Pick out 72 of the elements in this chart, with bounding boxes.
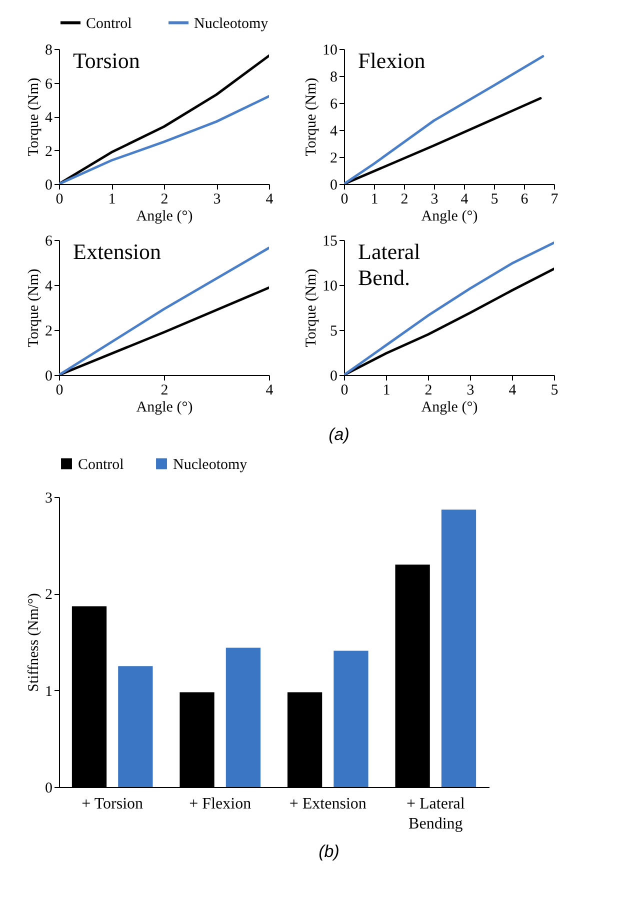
x-tick-label: 1: [382, 382, 390, 398]
x-tick-label: 4: [266, 382, 274, 398]
y-axis-title: Torque (Nm): [304, 78, 320, 156]
y-tick-label: 6: [45, 76, 53, 92]
y-tick-label: 4: [45, 278, 53, 294]
y-tick-label: 8: [45, 42, 52, 58]
x-tick-label: 5: [550, 382, 558, 398]
x-tick-label: 5: [490, 192, 498, 208]
y-tick-label: 5: [330, 324, 338, 340]
y-tick-label: 3: [45, 490, 52, 506]
x-tick-label: 3: [213, 192, 221, 208]
y-tick-label: 15: [322, 234, 338, 250]
x-tick-label: 7: [550, 192, 559, 208]
y-tick-label: 0: [330, 368, 338, 384]
x-tick-label: 3: [430, 192, 438, 208]
y-tick-label: 6: [45, 234, 53, 250]
y-tick-label: 2: [45, 324, 52, 340]
x-tick-label: 0: [340, 192, 348, 208]
text: (b): [318, 842, 340, 861]
chart-title: Extension: [73, 239, 161, 264]
y-tick-label: 0: [330, 178, 338, 194]
x-tick-label: 0: [56, 192, 64, 208]
x-tick-label: 1: [370, 192, 378, 208]
x-tick-label: + Extension: [289, 796, 366, 812]
y-axis-title: Stiffness (Nm/°): [26, 593, 42, 692]
x-tick-label: 4: [508, 382, 517, 398]
y-tick-label: 2: [45, 587, 52, 604]
y-tick-label: 0: [45, 178, 52, 194]
bar: [118, 666, 153, 787]
y-axis-title: Torque (Nm): [26, 268, 42, 348]
chart-title: Torsion: [73, 48, 140, 73]
x-tick-label: + Flexion: [189, 796, 252, 812]
text: Lateral Bend.: [358, 239, 420, 290]
x-tick-label: + Torsion: [82, 796, 144, 812]
y-tick-label: 8: [330, 70, 338, 86]
chart-title: Flexion: [358, 48, 426, 73]
legend-label: Control: [78, 456, 124, 473]
x-tick-label: 4: [266, 192, 274, 208]
y-tick-label: 10: [322, 278, 338, 294]
x-axis-title: Angle (°): [421, 400, 478, 416]
bar: [226, 648, 261, 787]
x-tick-label: 6: [520, 192, 529, 208]
x-tick-label: 1: [108, 192, 116, 208]
y-tick-label: 10: [322, 42, 338, 58]
legend-label: Nucleotomy: [194, 16, 269, 32]
y-tick-label: 0: [45, 780, 52, 796]
legend-label: Nucleotomy: [173, 456, 248, 473]
x-axis-title: Angle (°): [136, 208, 193, 224]
y-tick-label: 2: [45, 144, 52, 160]
y-tick-label: 4: [330, 124, 338, 140]
x-tick-label: 0: [56, 382, 64, 398]
y-tick-label: 1: [45, 684, 52, 700]
y-tick-label: 6: [330, 96, 338, 112]
x-tick-label: 4: [460, 192, 469, 208]
text: (a): [328, 425, 350, 444]
y-tick-label: 2: [330, 150, 338, 166]
y-axis-title: Torque (Nm): [26, 78, 42, 156]
y-axis-title: Torque (Nm): [304, 268, 320, 348]
y-tick-label: 4: [45, 110, 53, 126]
x-tick-label: 2: [424, 382, 432, 398]
x-tick-label: + Lateral Bending: [406, 796, 466, 832]
x-tick-label: 0: [340, 382, 348, 398]
x-tick-label: 2: [160, 382, 168, 398]
legend-label: Control: [86, 16, 132, 32]
bar: [334, 650, 368, 787]
x-tick-label: 2: [400, 192, 408, 208]
x-axis-title: Angle (°): [421, 208, 478, 224]
x-tick-label: 3: [466, 382, 474, 398]
x-axis-title: Angle (°): [136, 400, 193, 416]
y-tick-label: 0: [45, 368, 52, 384]
x-tick-label: 2: [160, 192, 168, 208]
bar: [441, 510, 476, 787]
